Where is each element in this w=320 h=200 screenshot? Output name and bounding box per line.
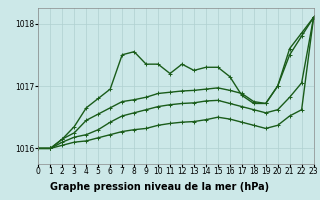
Text: Graphe pression niveau de la mer (hPa): Graphe pression niveau de la mer (hPa) [51,182,269,192]
